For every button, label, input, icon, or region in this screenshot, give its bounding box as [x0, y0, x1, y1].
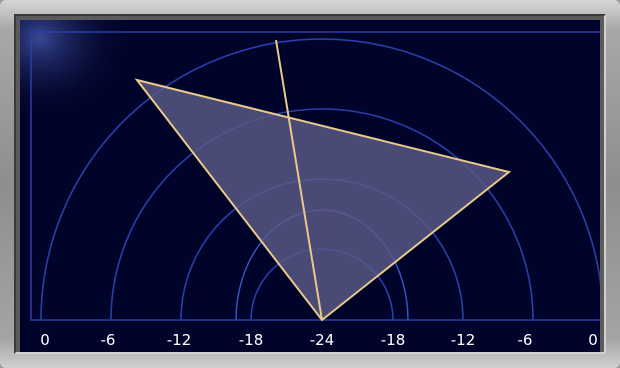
corner-glow — [20, 20, 150, 130]
tick-label: -24 — [310, 331, 335, 349]
scale-ticks: 0 -6 -12 -18 -24 -18 -12 -6 0 — [40, 331, 598, 349]
tick-label: -18 — [381, 331, 406, 349]
tick-label: -6 — [101, 331, 116, 349]
stereo-field-scope[interactable]: 0 -6 -12 -18 -24 -18 -12 -6 0 — [20, 20, 600, 352]
sound-field-triangle-icon[interactable] — [134, 78, 512, 322]
tick-label: -18 — [239, 331, 264, 349]
tick-label: -12 — [167, 331, 192, 349]
tick-label: 0 — [40, 331, 50, 349]
scope-border — [30, 31, 600, 321]
scope-svg: 0 -6 -12 -18 -24 -18 -12 -6 0 — [20, 20, 600, 352]
center-axis-line-icon[interactable] — [275, 39, 323, 321]
tick-label: -6 — [518, 331, 533, 349]
grid-arc-3 — [110, 108, 534, 321]
tick-label: 0 — [588, 331, 598, 349]
grid-arc-4 — [40, 38, 600, 321]
tick-label: -12 — [451, 331, 476, 349]
